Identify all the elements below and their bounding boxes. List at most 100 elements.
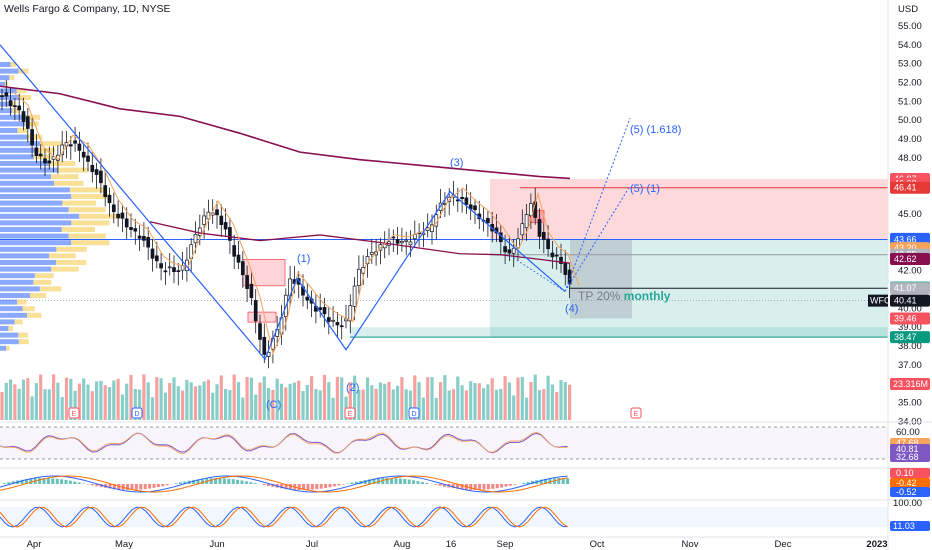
volume-bar bbox=[318, 390, 322, 420]
macd-badge bbox=[890, 468, 930, 478]
candle-body bbox=[73, 140, 77, 144]
volume-profile-bar bbox=[0, 167, 58, 173]
volume-bar bbox=[284, 387, 288, 420]
candle-body bbox=[404, 239, 409, 242]
macd-hist bbox=[354, 481, 358, 484]
volume-bar bbox=[176, 386, 180, 420]
volume-bar bbox=[82, 378, 86, 420]
volume-profile-bar bbox=[12, 108, 20, 114]
macd-hist bbox=[112, 484, 116, 490]
candle-body bbox=[516, 238, 520, 249]
volume-bar bbox=[64, 377, 69, 420]
volume-profile-bar bbox=[0, 220, 72, 226]
macd-hist bbox=[178, 482, 182, 484]
macd-hist bbox=[2, 483, 6, 484]
macd-hist bbox=[478, 484, 482, 490]
macd-hist bbox=[231, 479, 235, 484]
volume-bar bbox=[288, 383, 292, 420]
macd-hist bbox=[451, 484, 455, 489]
volume-bar bbox=[434, 397, 438, 420]
volume-bar bbox=[490, 378, 494, 420]
candle-body bbox=[524, 214, 529, 229]
volume-profile-bar bbox=[51, 174, 79, 180]
volume-profile-bar bbox=[0, 101, 10, 107]
symbol-badge bbox=[868, 294, 888, 307]
y-tick-label: 50.00 bbox=[898, 115, 922, 126]
macd-hist bbox=[77, 482, 81, 484]
volume-bar bbox=[451, 389, 456, 420]
ma200-line bbox=[0, 85, 571, 180]
volume-bar bbox=[292, 382, 296, 420]
wave-label: (1) bbox=[297, 253, 310, 265]
macd-hist bbox=[504, 484, 508, 487]
volume-bar bbox=[353, 375, 357, 420]
volume-profile-bar bbox=[0, 266, 52, 272]
candle-body bbox=[215, 209, 219, 216]
volume-profile-bar bbox=[0, 68, 19, 74]
plot-area[interactable] bbox=[0, 44, 888, 528]
candle-body bbox=[34, 147, 39, 156]
event-marker-label: D bbox=[411, 411, 416, 418]
macd-hist bbox=[196, 479, 200, 484]
volume-profile-bar bbox=[0, 293, 31, 298]
volume-bar bbox=[550, 384, 554, 420]
macd-hist bbox=[306, 484, 310, 490]
volume-profile-bar bbox=[40, 141, 62, 147]
event-marker bbox=[131, 407, 143, 419]
stoch-label: 100.00 bbox=[893, 498, 922, 509]
tp-annotation: TP 20% monthly bbox=[578, 289, 671, 303]
volume-bar bbox=[146, 382, 150, 420]
candle-body bbox=[305, 296, 310, 301]
candle-body bbox=[81, 151, 86, 158]
time-axis[interactable]: Apr May Jun Jul Aug 16 Sep Oct Nov Dec 2023 bbox=[0, 536, 888, 550]
price-badge bbox=[890, 181, 930, 194]
volume-bar bbox=[559, 380, 563, 420]
volume-profile-bar bbox=[56, 246, 87, 252]
volume-bar bbox=[116, 378, 120, 420]
price-badge-label: 42.62 bbox=[894, 254, 917, 264]
volume-bar bbox=[499, 388, 503, 420]
stoch-label: 11.03 bbox=[893, 521, 915, 531]
volume-profile-bar bbox=[61, 227, 95, 232]
candle-body bbox=[223, 222, 228, 230]
volume-bar bbox=[396, 385, 400, 420]
candle-body bbox=[563, 262, 568, 275]
event-marker-label: D bbox=[134, 411, 139, 418]
volume-bar bbox=[408, 390, 413, 420]
volume-profile-bar bbox=[0, 174, 52, 180]
price-badge-label: 43.20 bbox=[894, 243, 917, 253]
candle-body bbox=[400, 241, 404, 244]
macd-hist bbox=[134, 484, 138, 490]
macd-hist bbox=[11, 481, 15, 484]
macd-hist bbox=[148, 484, 152, 489]
volume-bar bbox=[529, 382, 533, 420]
volume-bar bbox=[555, 392, 559, 420]
macd-hist bbox=[280, 484, 284, 489]
volume-profile-bar bbox=[0, 279, 34, 285]
volume-profile-bar bbox=[0, 147, 36, 153]
candle-body bbox=[249, 283, 254, 298]
volume-bar bbox=[391, 389, 395, 420]
candle-body bbox=[348, 305, 353, 322]
candle-body bbox=[116, 213, 120, 219]
volume-bar bbox=[193, 386, 198, 420]
macd-hist bbox=[332, 484, 336, 487]
candle-body bbox=[228, 227, 232, 241]
volume-bar bbox=[563, 381, 567, 420]
volume-bar bbox=[90, 391, 94, 420]
macd-hist bbox=[526, 481, 530, 484]
macd-hist bbox=[544, 478, 548, 484]
macd-hist bbox=[192, 479, 196, 484]
candle-body bbox=[51, 156, 56, 160]
candle-body bbox=[408, 241, 413, 246]
macd-hist bbox=[491, 484, 495, 489]
candle-body bbox=[43, 158, 47, 164]
volume-bar bbox=[370, 385, 374, 420]
candle-body bbox=[146, 237, 151, 248]
volume-profile-bar bbox=[35, 147, 56, 153]
candle-body bbox=[326, 317, 331, 322]
event-marker bbox=[408, 407, 420, 419]
volume-profile-bar bbox=[0, 194, 72, 199]
